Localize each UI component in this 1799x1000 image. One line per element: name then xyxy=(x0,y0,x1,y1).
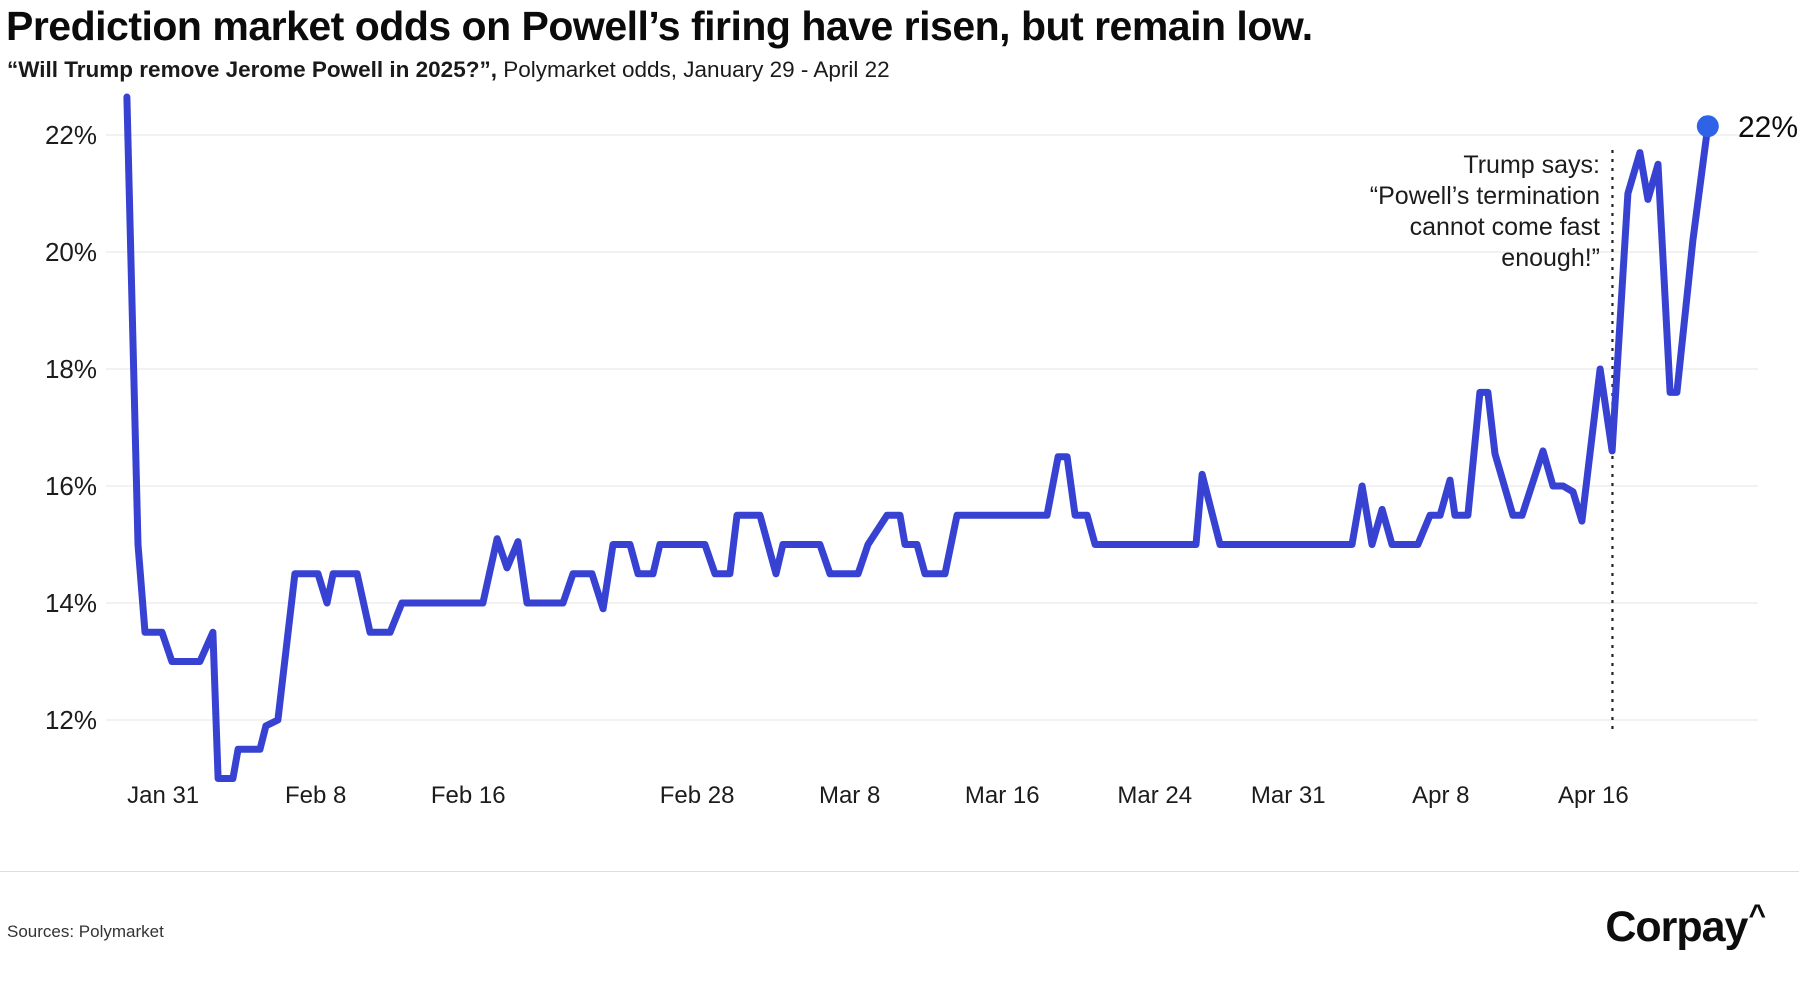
y-axis-tick-label: 12% xyxy=(45,705,97,735)
x-axis-tick-label: Apr 8 xyxy=(1412,782,1469,809)
odds-line-series xyxy=(123,93,1712,782)
y-axis-tick-label: 16% xyxy=(45,471,97,501)
prediction-odds-line-chart: 22% 20% 18% 16% 14% 12% Jan 31 Feb 8 Feb 16 Feb 2… xyxy=(45,93,1758,809)
x-axis-tick-label: Mar 31 xyxy=(1251,782,1326,809)
corpay-wordmark: Corpay xyxy=(1605,903,1748,951)
chart-subtitle: “Will Trump remove Jerome Powell in 2025… xyxy=(7,57,890,83)
corpay-caret-icon: ^ xyxy=(1748,899,1766,932)
x-axis-tick-label: Feb 28 xyxy=(660,782,735,809)
endpoint-dot xyxy=(1696,115,1719,138)
footer-divider xyxy=(0,871,1799,872)
x-axis-tick-label: Feb 8 xyxy=(285,782,346,809)
x-axis-tick-label: Mar 24 xyxy=(1117,782,1192,809)
annotation-line: “Powell’s termination xyxy=(1369,182,1600,210)
page-title: Prediction market odds on Powell’s firin… xyxy=(6,3,1313,49)
y-axis-tick-label: 20% xyxy=(45,237,97,267)
subtitle-source-range: Polymarket odds, January 29 - April 22 xyxy=(496,57,890,82)
event-annotation: Trump says: “Powell’s termination cannot… xyxy=(1370,150,1600,274)
x-axis-tick-label: Apr 16 xyxy=(1558,782,1629,809)
annotation-line: cannot come fast xyxy=(1409,213,1600,241)
endpoint-value-label: 22% xyxy=(1738,111,1799,144)
x-axis-tick-label: Mar 16 xyxy=(965,782,1040,809)
y-axis-tick-label: 18% xyxy=(45,354,97,384)
y-axis-tick-label: 22% xyxy=(45,120,97,150)
x-axis-tick-label: Mar 8 xyxy=(819,782,880,809)
y-axis-tick-label: 14% xyxy=(45,588,97,618)
annotation-line: Trump says: xyxy=(1463,151,1600,179)
x-axis-tick-label: Jan 31 xyxy=(127,782,199,809)
annotation-line: enough!” xyxy=(1501,244,1600,272)
corpay-logo: Corpay^ xyxy=(1605,899,1766,952)
subtitle-question: “Will Trump remove Jerome Powell in 2025… xyxy=(7,57,497,82)
x-axis-tick-label: Feb 16 xyxy=(431,782,506,809)
sources-note: Sources: Polymarket xyxy=(7,922,164,941)
